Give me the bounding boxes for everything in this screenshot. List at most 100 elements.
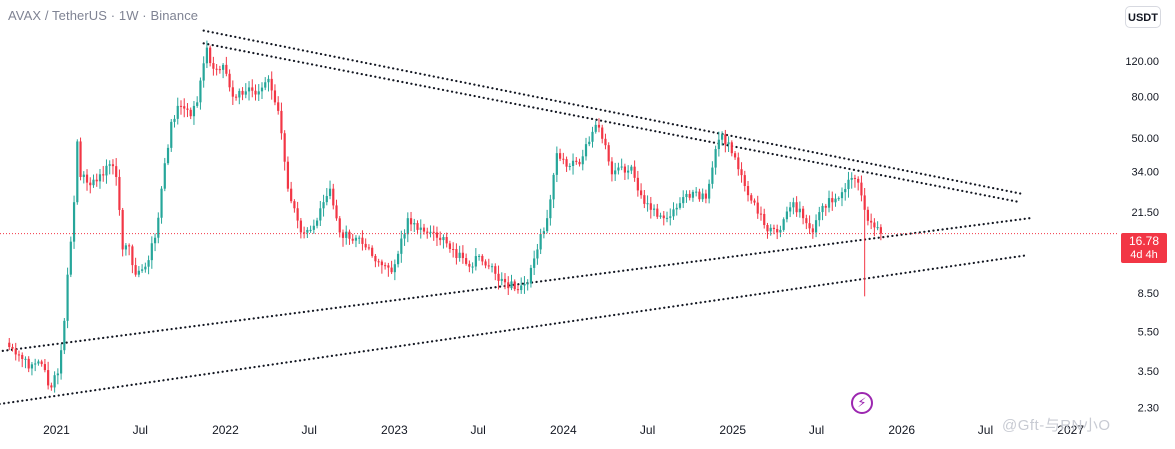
time-tick-label: Jul bbox=[133, 423, 148, 437]
lightning-icon[interactable]: ⚡ bbox=[851, 392, 873, 414]
candle-body bbox=[837, 198, 840, 200]
candle-body bbox=[633, 166, 636, 178]
candle-countdown: 4d 4h bbox=[1130, 249, 1158, 261]
time-tick-label: Jul bbox=[978, 423, 993, 437]
candle-body bbox=[805, 218, 808, 224]
candle-body bbox=[367, 247, 371, 249]
candle-body bbox=[659, 215, 662, 217]
candle-body bbox=[179, 105, 183, 107]
candle-body bbox=[562, 158, 565, 160]
candle-body bbox=[273, 90, 277, 103]
candle-body bbox=[118, 176, 121, 210]
time-axis[interactable]: 2021 Jul 2022 Jul 2023 Jul 2024 Jul 2025 Jul 2026 J… bbox=[43, 423, 1084, 437]
candle-body bbox=[649, 203, 652, 210]
candle-body bbox=[533, 258, 536, 268]
candle-body bbox=[328, 188, 332, 197]
dotted-trendline[interactable] bbox=[1, 217, 1032, 352]
candle-body bbox=[173, 118, 176, 122]
candle-body bbox=[56, 373, 59, 376]
candle-body bbox=[678, 203, 682, 208]
dotted-trendline[interactable] bbox=[0, 254, 1028, 406]
candle-body bbox=[863, 195, 866, 210]
candle-body bbox=[98, 174, 102, 182]
candle-body bbox=[319, 208, 322, 221]
candle-body bbox=[387, 265, 390, 268]
candle-body bbox=[254, 90, 257, 95]
candle-body bbox=[652, 208, 656, 210]
dotted-trendline[interactable] bbox=[202, 29, 1022, 195]
candle-body bbox=[870, 220, 873, 223]
candle-body bbox=[24, 358, 27, 360]
candle-body bbox=[643, 195, 646, 204]
price-tick-label: 120.00 bbox=[1125, 56, 1159, 68]
candle-body bbox=[617, 167, 620, 171]
candle-body bbox=[798, 208, 801, 213]
candle-body bbox=[740, 169, 743, 176]
candle-body bbox=[824, 205, 827, 208]
candle-body bbox=[166, 147, 170, 164]
candle-body bbox=[192, 105, 196, 117]
time-tick-label: Jul bbox=[302, 423, 317, 437]
candle-body bbox=[426, 231, 429, 233]
symbol-title[interactable]: AVAX / TetherUS · 1W · Binance bbox=[8, 8, 199, 23]
candle-body bbox=[241, 90, 244, 95]
candle-body bbox=[494, 266, 497, 274]
candle-body bbox=[685, 193, 688, 198]
candle-body bbox=[338, 218, 341, 233]
candle-body bbox=[60, 350, 63, 374]
candle-body bbox=[857, 178, 860, 183]
candle-body bbox=[474, 256, 477, 267]
candle-body bbox=[400, 238, 403, 254]
candle-body bbox=[850, 177, 853, 180]
candle-body bbox=[698, 191, 701, 200]
candle-body bbox=[147, 260, 150, 267]
candle-body bbox=[251, 87, 254, 91]
candle-body bbox=[468, 263, 471, 267]
candle-body bbox=[811, 228, 814, 233]
candle-body bbox=[873, 222, 876, 228]
candle-body bbox=[345, 231, 348, 238]
candle-body bbox=[594, 124, 597, 132]
candle-body bbox=[756, 202, 759, 214]
candle-body bbox=[371, 247, 374, 256]
candle-body bbox=[406, 218, 409, 235]
candle-body bbox=[393, 264, 396, 273]
candle-body bbox=[95, 179, 98, 182]
time-tick-label: 2027 bbox=[1057, 423, 1084, 437]
currency-button[interactable]: USDT bbox=[1125, 6, 1161, 28]
dotted-trendline[interactable] bbox=[202, 42, 1022, 204]
time-tick-label: 2026 bbox=[888, 423, 915, 437]
candle-body bbox=[79, 141, 82, 177]
candle-body bbox=[205, 47, 209, 64]
candle-body bbox=[141, 269, 144, 271]
candle-body bbox=[267, 78, 270, 83]
candle-body bbox=[465, 258, 468, 264]
price-axis[interactable]: 200.00120.0080.0050.0034.0021.508.505.50… bbox=[1125, 11, 1159, 414]
candle-body bbox=[529, 267, 533, 284]
candle-body bbox=[785, 211, 789, 220]
candle-body bbox=[656, 208, 659, 217]
candle-body bbox=[461, 252, 464, 259]
candle-body bbox=[121, 209, 124, 250]
time-tick-label: 2022 bbox=[212, 423, 239, 437]
candle-body bbox=[546, 218, 549, 232]
candle-body bbox=[536, 249, 539, 259]
candle-body bbox=[290, 188, 293, 202]
candle-body bbox=[364, 243, 367, 248]
candle-body bbox=[354, 237, 358, 241]
candle-body bbox=[234, 96, 238, 98]
time-tick-label: 2024 bbox=[550, 423, 577, 437]
candle-body bbox=[299, 220, 302, 233]
candle-body bbox=[484, 261, 487, 266]
candle-body bbox=[743, 175, 746, 187]
candle-body bbox=[844, 189, 847, 193]
candle-body bbox=[309, 229, 312, 231]
candle-body bbox=[413, 223, 416, 225]
candle-body bbox=[69, 241, 72, 275]
candle-body bbox=[296, 208, 299, 221]
candle-body bbox=[150, 243, 153, 261]
watermark-text: @Gft-与RN小O bbox=[1002, 417, 1111, 434]
candle-body bbox=[682, 197, 685, 204]
